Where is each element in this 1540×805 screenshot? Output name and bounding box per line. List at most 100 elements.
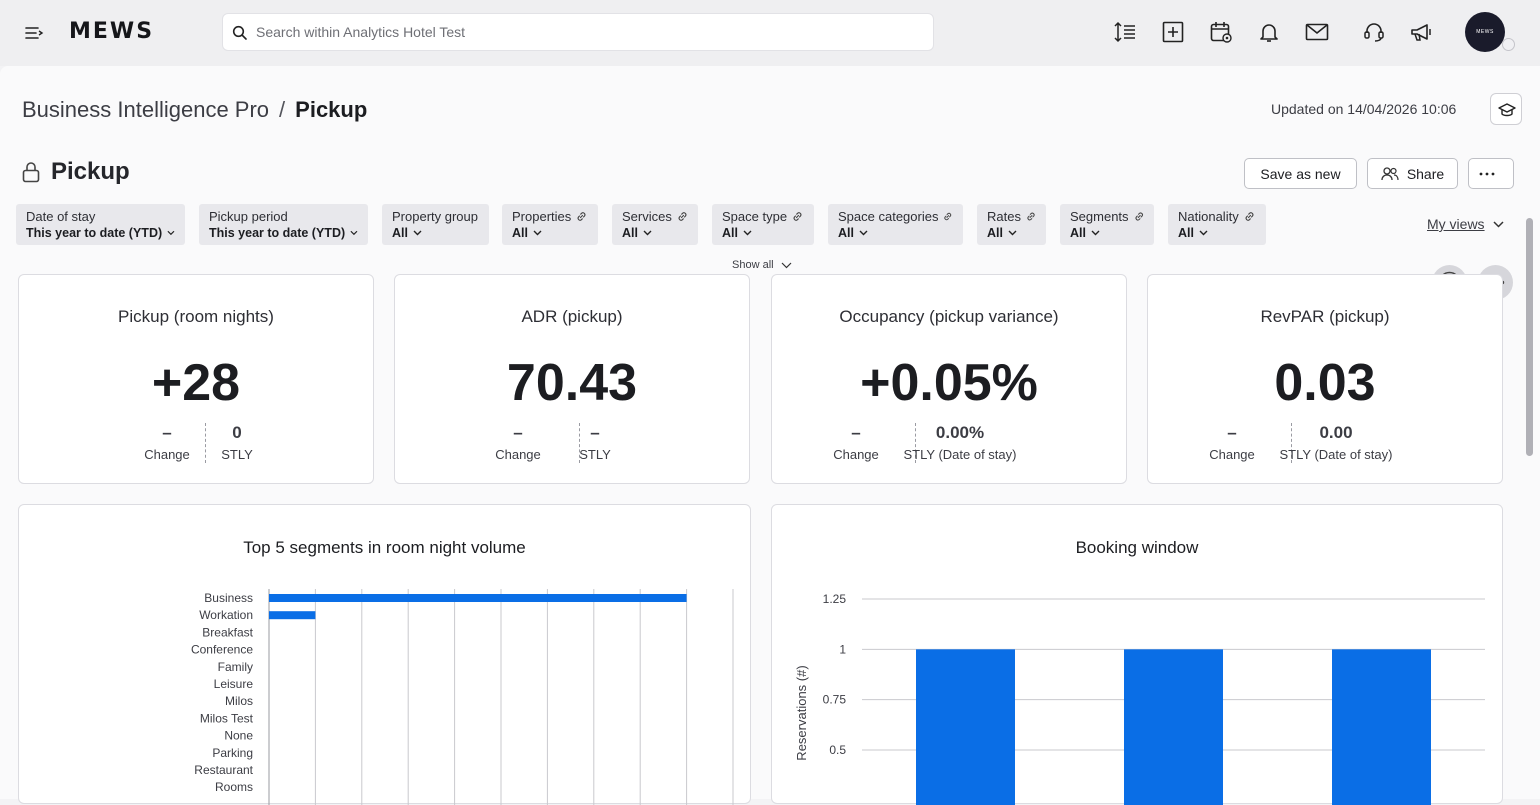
kpi-title: ADR (pickup): [521, 307, 623, 326]
bar[interactable]: [1124, 649, 1223, 805]
show-all-toggle[interactable]: Show all: [732, 259, 792, 271]
kpi-change-label: Change: [833, 447, 879, 462]
filter-value: This year to date (YTD): [209, 226, 358, 240]
link-icon: [793, 212, 802, 221]
more-horizontal-icon: [1479, 172, 1495, 175]
filter-dropdown[interactable]: Segments All: [1060, 204, 1154, 245]
breadcrumb-parent[interactable]: Business Intelligence Pro: [22, 97, 270, 122]
kpi-divider: [915, 423, 916, 463]
lock-icon: [22, 162, 40, 183]
search-bar[interactable]: [222, 13, 934, 51]
filter-value-text: This year to date (YTD): [26, 226, 163, 240]
dashboard-title-text: Pickup: [51, 158, 130, 185]
share-label: Share: [1406, 165, 1445, 182]
filter-value-text: All: [1178, 226, 1194, 240]
line-height-icon[interactable]: [1112, 19, 1138, 45]
link-icon: [1135, 212, 1143, 221]
chevron-down-icon: [533, 230, 542, 236]
kpi-title: RevPAR (pickup): [1260, 307, 1390, 326]
kpi-card: Pickup (room nights) +28 – Change 0 STLY: [18, 274, 374, 484]
category-label: Business: [204, 591, 253, 605]
chevron-down-icon: [743, 230, 752, 236]
kpi-comparison: – Change 0 STLY: [19, 423, 373, 463]
mail-icon[interactable]: [1304, 19, 1330, 45]
kpi-stly-label: STLY: [579, 447, 611, 462]
filter-value: All: [392, 226, 479, 240]
kpi-card: ADR (pickup) 70.43 – Change – STLY: [394, 274, 750, 484]
graduation-cap-icon: [1498, 103, 1516, 117]
search-input[interactable]: [256, 14, 916, 50]
link-icon: [678, 212, 687, 221]
share-button[interactable]: Share: [1367, 158, 1458, 189]
support-headset-icon[interactable]: [1361, 19, 1387, 45]
kpi-change-label: Change: [1209, 447, 1255, 462]
filter-dropdown[interactable]: Services All: [612, 204, 698, 245]
filter-dropdown[interactable]: Space categories All: [828, 204, 963, 245]
announcements-megaphone-icon[interactable]: [1409, 19, 1435, 45]
filter-dropdown[interactable]: Nationality All: [1168, 204, 1266, 245]
more-options-button[interactable]: [1468, 158, 1514, 189]
filter-dropdown[interactable]: Pickup period This year to date (YTD): [199, 204, 368, 245]
bar[interactable]: [1332, 649, 1431, 805]
kpi-stly: 0 STLY: [167, 423, 307, 462]
filter-label: Date of stay: [26, 209, 175, 224]
top-segments-chart-card: Top 5 segments in room night volume Busi…: [18, 504, 751, 805]
breadcrumb: Business Intelligence Pro / Pickup: [22, 97, 367, 123]
chevron-down-icon: [350, 230, 358, 236]
kpi-stly-value: 0: [232, 423, 242, 442]
filter-label: Property group: [392, 209, 479, 224]
bar[interactable]: [269, 611, 316, 620]
kpi-stly: 0.00 STLY (Date of stay): [1266, 423, 1406, 462]
save-as-new-button[interactable]: Save as new: [1244, 158, 1357, 189]
chart-title: Booking window: [1075, 538, 1199, 557]
filter-dropdown[interactable]: Properties All: [502, 204, 598, 245]
filter-value-text: All: [622, 226, 638, 240]
filter-label-text: Space type: [722, 209, 788, 224]
category-label: Leisure: [214, 677, 254, 691]
chevron-down-icon: [859, 230, 868, 236]
bar[interactable]: [269, 594, 687, 602]
learning-button[interactable]: [1490, 93, 1522, 125]
kpi-change-value: –: [1227, 423, 1237, 442]
category-label: Conference: [191, 643, 253, 657]
avatar[interactable]: MEWS: [1465, 12, 1505, 52]
link-icon: [1027, 212, 1035, 221]
calendar-view-icon[interactable]: [1208, 19, 1234, 45]
mews-logo[interactable]: MEWS: [69, 19, 155, 44]
top-segments-chart: Business Workation Breakfast Conference Fami…: [191, 589, 734, 805]
dashboard-title: Pickup: [22, 158, 130, 186]
bell-icon[interactable]: [1256, 19, 1282, 45]
kpi-change: – Change: [816, 423, 896, 462]
kpi-comparison: – Change 0.00% STLY (Date of stay): [772, 423, 1126, 463]
kpi-comparison: – Change 0.00 STLY (Date of stay): [1148, 423, 1502, 463]
y-tick-label: 1: [839, 642, 846, 656]
avatar-status-badge: [1502, 38, 1515, 51]
kpi-change: – Change: [478, 423, 558, 462]
my-views-dropdown[interactable]: My views: [1427, 216, 1504, 232]
kpi-stly-value: –: [590, 423, 600, 442]
add-square-icon[interactable]: [1160, 19, 1186, 45]
filter-dropdown[interactable]: Property group All: [382, 204, 489, 245]
booking-window-chart: 1.25 1 0.75 0.5 Reservations (#): [794, 592, 1485, 805]
bar[interactable]: [916, 649, 1015, 805]
category-label: Milos: [225, 694, 253, 708]
filter-label-text: Services: [622, 209, 672, 224]
scrollbar-thumb[interactable]: [1526, 218, 1533, 456]
chevron-down-icon: [1493, 220, 1504, 228]
kpi-stly-value: 0.00%: [935, 423, 985, 442]
hamburger-menu-icon[interactable]: [22, 21, 46, 45]
filter-value: All: [987, 226, 1036, 240]
kpi-card: Occupancy (pickup variance) +0.05% – Change…: [771, 274, 1127, 484]
kpi-divider: [1291, 423, 1292, 463]
chevron-down-icon: [413, 230, 422, 236]
kpi-change: – Change: [127, 423, 207, 462]
kpi-value: +28: [151, 354, 241, 412]
filter-dropdown[interactable]: Space type All: [712, 204, 814, 245]
filter-label-text: Pickup period: [209, 209, 288, 224]
category-label: Rooms: [215, 780, 253, 794]
filter-dropdown[interactable]: Date of stay This year to date (YTD): [16, 204, 185, 245]
filter-label-text: Segments: [1070, 209, 1129, 224]
category-label: None: [224, 729, 253, 743]
chart-title: Top 5 segments in room night volume: [243, 538, 526, 557]
filter-dropdown[interactable]: Rates All: [977, 204, 1046, 245]
